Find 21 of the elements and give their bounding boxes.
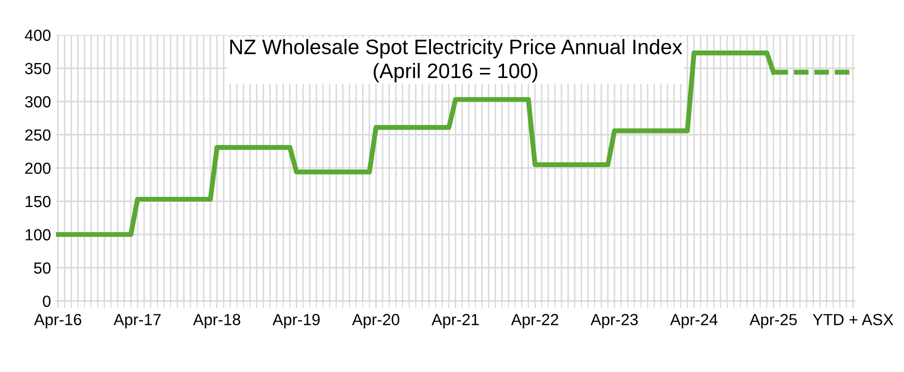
y-tick-label: 0 <box>42 296 51 307</box>
y-tick-label: 400 <box>24 30 51 41</box>
y-tick-label: 250 <box>25 129 51 141</box>
x-tick-label: Apr-21 <box>432 314 479 328</box>
y-tick-label: 200 <box>25 162 51 174</box>
x-tick-label: Apr-17 <box>114 314 161 328</box>
x-tick-label: Apr-18 <box>193 314 240 328</box>
y-tick-label: 300 <box>25 96 51 108</box>
x-tick-label: Apr-20 <box>352 314 400 328</box>
x-tick-label: Apr-25 <box>750 314 797 328</box>
x-tick-label: Apr-16 <box>34 314 82 328</box>
x-tick-label: Apr-19 <box>272 314 320 328</box>
y-tick-label: 350 <box>25 62 51 74</box>
text: NZ Wholesale Spot Electricity Price Annual Index (April 2016 = 100) <box>230 38 682 82</box>
y-tick-label: 100 <box>26 229 51 240</box>
x-tick-label: Apr-23 <box>590 314 638 328</box>
x-tick-label: YTD + ASX <box>812 314 894 326</box>
x-tick-label: Apr-22 <box>511 314 558 328</box>
y-tick-label: 50 <box>34 262 51 274</box>
y-tick-label: 150 <box>26 196 51 208</box>
x-tick-label: Apr-24 <box>670 314 718 328</box>
